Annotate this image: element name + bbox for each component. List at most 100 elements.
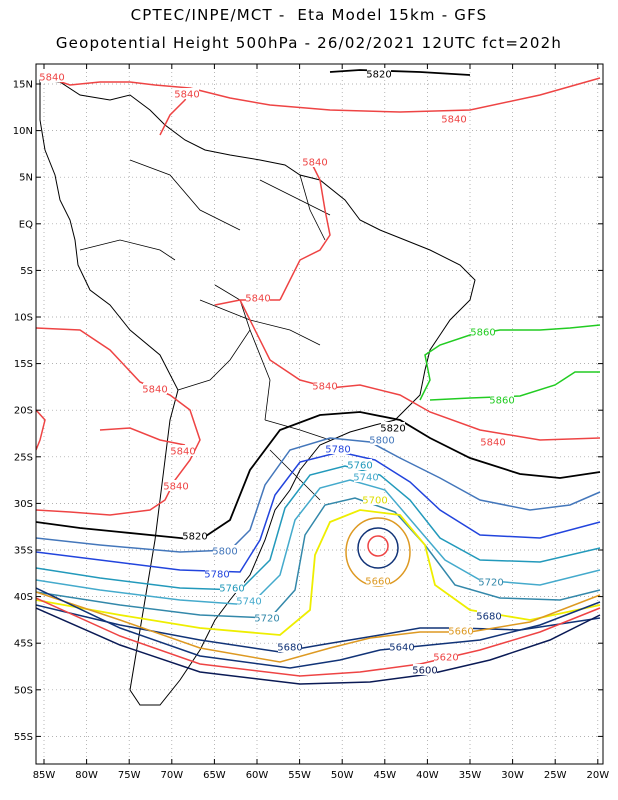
contour-label: 5860: [489, 396, 514, 407]
contour-label: 5760: [347, 461, 372, 472]
contour-label: 5840: [163, 482, 188, 493]
contour-5640: [36, 587, 601, 669]
contour-label: 5820: [380, 424, 405, 435]
contour-label-bg: [255, 612, 279, 623]
contour-label: 5720: [478, 578, 503, 589]
contour-label: 5640: [389, 643, 414, 654]
contour-label: 5720: [254, 614, 279, 625]
contour-5600: [36, 607, 601, 685]
lon-label: 80W: [75, 770, 98, 781]
lat-label: 10N: [13, 126, 33, 137]
lat-label: 25S: [14, 452, 33, 463]
contour-label: 5860: [470, 328, 495, 339]
contour-label: 5840: [480, 438, 505, 449]
contour-label-bg: [367, 68, 391, 79]
contour-label: 5840: [312, 382, 337, 393]
contour-5620-low: [367, 535, 389, 557]
lat-label: 5N: [19, 173, 33, 184]
contour-5760: [36, 465, 601, 591]
contour-label-bg: [278, 641, 302, 652]
contour-5700: [36, 509, 601, 636]
lat-label: 20S: [14, 406, 33, 417]
contour-5740: [36, 479, 601, 606]
contour-label-bg: [354, 471, 378, 482]
longitude-labels: 85W 80W 75W 70W 65W 60W 55W 50W 45W 40W 35W 30W 25W 2…: [33, 770, 610, 781]
lon-label: 25W: [544, 770, 567, 781]
contour-5860: [419, 324, 601, 401]
contour-5840-mid: [214, 159, 601, 441]
contour-label-bg: [183, 530, 207, 541]
contour-label: 5840: [174, 90, 199, 101]
contour-label-bg: [205, 568, 229, 579]
contour-5620: [36, 597, 601, 677]
contour-label-bg: [175, 88, 199, 99]
contour-label-bg: [477, 610, 501, 621]
contour-label-bg: [237, 595, 261, 606]
contour-label-bg: [303, 156, 327, 167]
contour-label-bg: [171, 445, 195, 456]
map-subtitle: Geopotential Height 500hPa - 26/02/2021 …: [55, 34, 563, 52]
contour-5780: [36, 451, 601, 573]
contour-5680: [36, 604, 601, 653]
contour-label: 5620: [433, 653, 458, 664]
lat-label: 10S: [14, 313, 33, 324]
lon-label: 50W: [331, 770, 354, 781]
contour-label: 5680: [277, 643, 302, 654]
lon-label: 40W: [416, 770, 439, 781]
contour-label: 5700: [362, 496, 387, 507]
contour-label-bg: [220, 582, 244, 593]
contour-label-bg: [390, 641, 414, 652]
contour-label-bg: [381, 422, 405, 433]
lon-label: 60W: [246, 770, 269, 781]
map-title: CPTEC/INPE/MCT - Eta Model 15km - GFS: [130, 6, 488, 24]
lat-label: 55S: [14, 732, 33, 743]
contour-label: 5740: [353, 473, 378, 484]
contour-label: 5760: [219, 584, 244, 595]
contour-label-bg: [370, 434, 394, 445]
contour-label-bg: [164, 480, 188, 491]
contour-label: 5820: [182, 532, 207, 543]
lat-label: 5S: [20, 266, 33, 277]
lat-label: 15N: [13, 80, 33, 91]
lon-label: 70W: [160, 770, 183, 781]
lon-label: 55W: [288, 770, 311, 781]
contour-label: 5780: [204, 570, 229, 581]
contour-labels: 5840 5840 5840 5840 5840 5840 5840 5840 5840 5840…: [39, 68, 515, 677]
contour-5840-north: [39, 74, 601, 136]
lon-label: 85W: [33, 770, 56, 781]
contour-label-bg: [326, 443, 350, 454]
latitude-labels: 15N 10N 5N EQ 5S 10S 15S 20S 25S 30S 35S 40S 45S 50S 5…: [13, 80, 33, 743]
contour-label: 5800: [212, 547, 237, 558]
lat-label: EQ: [19, 219, 33, 230]
contour-label: 5740: [236, 597, 261, 608]
contour-label: 5780: [325, 445, 350, 456]
lon-label: 65W: [203, 770, 226, 781]
contour-5660-outer: [36, 591, 601, 663]
contour-label: 5660: [448, 627, 473, 638]
contour-label-bg: [143, 383, 167, 394]
lat-lon-grid: [36, 64, 603, 764]
coastline: [39, 79, 476, 706]
contour-label-bg: [246, 292, 270, 303]
contour-label: 5840: [245, 294, 270, 305]
contour-label-bg: [366, 575, 390, 586]
country-borders: [79, 159, 331, 501]
lon-label: 75W: [118, 770, 141, 781]
contour-label-bg: [490, 394, 514, 405]
contour-label: 5660: [365, 577, 390, 588]
contour-5840-west: [36, 409, 186, 451]
lat-label: 50S: [14, 685, 33, 696]
contour-label: 5600: [412, 666, 437, 677]
contour-label: 5800: [369, 436, 394, 447]
contour-label: 5840: [302, 158, 327, 169]
contour-label-bg: [434, 651, 458, 662]
contour-label-bg: [213, 545, 237, 556]
contour-label-bg: [313, 380, 337, 391]
lon-label: 30W: [501, 770, 524, 781]
lat-label: 35S: [14, 546, 33, 557]
contour-5640-low: [357, 527, 399, 569]
contour-label-bg: [471, 326, 495, 337]
lon-label: 45W: [373, 770, 396, 781]
lat-label: 45S: [14, 639, 33, 650]
